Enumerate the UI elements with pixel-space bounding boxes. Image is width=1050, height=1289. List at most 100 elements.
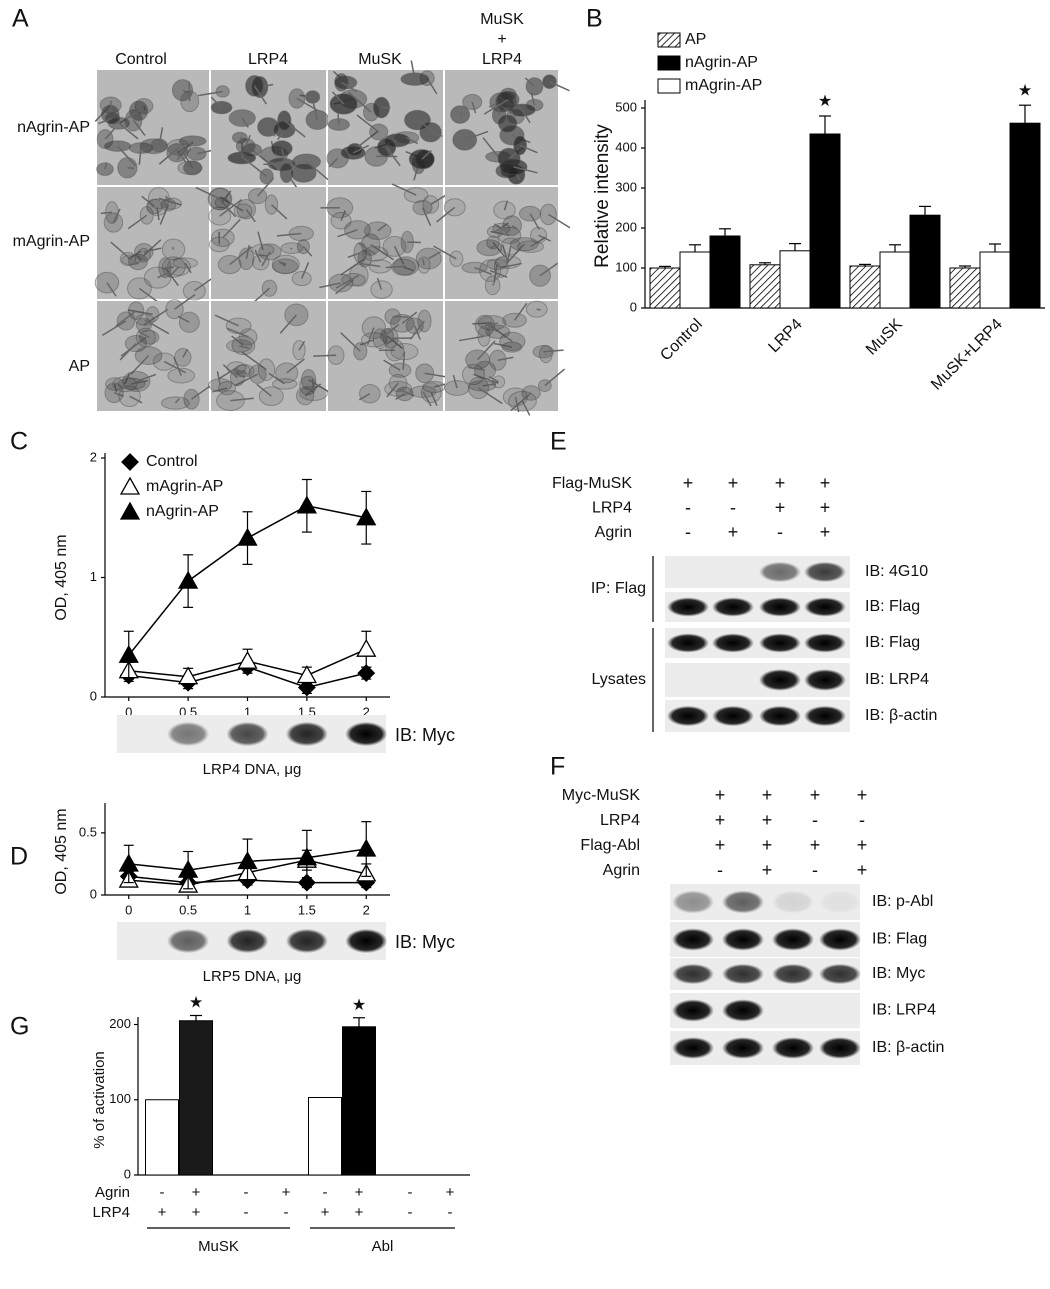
error-bar: [353, 1017, 365, 1027]
condition-sign: +: [857, 860, 868, 880]
band: [722, 890, 764, 914]
bar: [809, 133, 841, 309]
cell-process: [222, 218, 241, 239]
cell-process: [414, 325, 421, 340]
cell-process: [430, 392, 438, 407]
band: [285, 721, 328, 747]
cell-process: [524, 77, 536, 87]
cell-process: [331, 91, 345, 105]
cell-process: [511, 224, 518, 230]
cell-process: [359, 262, 381, 268]
cell-process: [299, 94, 313, 98]
column-label: Control: [115, 51, 167, 68]
blot-label: IB: Myc: [872, 965, 925, 982]
condition-sign: -: [284, 1204, 289, 1221]
cell-process: [328, 157, 339, 168]
cell-process: [428, 251, 441, 260]
legend-marker: [119, 501, 141, 520]
bar: [749, 264, 781, 309]
legend-label: Control: [146, 453, 198, 470]
cell-process: [118, 110, 140, 125]
condition-label: Flag-MuSK: [552, 475, 632, 492]
cell-process: [198, 90, 223, 97]
cell: [103, 140, 132, 152]
cell-process: [514, 396, 520, 413]
cell: [400, 72, 430, 86]
legend-swatch: [657, 78, 681, 94]
cell-process: [543, 349, 564, 353]
x-tick-label: 1: [244, 704, 251, 719]
cell: [160, 396, 190, 410]
cell-process: [358, 393, 371, 401]
cell-process: [104, 128, 116, 140]
condition-sign: +: [355, 1184, 364, 1201]
condition-sign: -: [730, 497, 736, 517]
cell-process: [358, 242, 376, 255]
cell: [530, 226, 548, 244]
band: [804, 633, 846, 653]
cell-process: [341, 81, 358, 93]
marker: [237, 527, 258, 546]
cell-process: [544, 368, 566, 387]
group-label: IP: Flag: [591, 580, 646, 597]
blot-label: IB: LRP4: [865, 671, 929, 688]
condition-sign: -: [812, 860, 818, 880]
column-label: LRP4: [482, 51, 522, 68]
legend-label: mAgrin-AP: [146, 478, 223, 495]
y-tick-label: 2: [90, 449, 97, 464]
x-axis-title: LRP4 DNA, μg: [203, 761, 302, 778]
cell-process: [219, 198, 243, 217]
cell-process: [493, 342, 513, 348]
band: [772, 890, 814, 914]
cell-process: [422, 391, 432, 407]
cell-process: [513, 166, 538, 174]
cell-process: [115, 310, 137, 327]
bar: [145, 1099, 179, 1176]
cell-process: [222, 364, 238, 379]
bar: [879, 251, 911, 309]
error-bar: [859, 263, 871, 266]
cell-process: [354, 130, 379, 150]
cell: [513, 135, 527, 156]
cell: [143, 266, 172, 289]
band: [804, 597, 846, 617]
y-axis-title: OD, 405 nm: [53, 808, 70, 894]
condition-sign: -: [448, 1204, 453, 1221]
cell-process: [127, 309, 153, 316]
cell-process: [477, 340, 496, 361]
y-tick-label: 500: [615, 99, 637, 114]
panel-letter: A: [12, 5, 29, 33]
cell: [382, 235, 407, 257]
cell: [208, 187, 233, 211]
cell-process: [337, 113, 340, 125]
cell-process: [295, 168, 304, 174]
row-label: AP: [69, 358, 90, 375]
cell-process: [118, 122, 139, 140]
cell-process: [236, 370, 245, 374]
blot-label: IB: Myc: [395, 725, 455, 745]
column-label: MuSK: [480, 11, 524, 28]
marker: [357, 664, 376, 683]
cell-process: [539, 262, 559, 277]
cell-process: [306, 161, 330, 182]
cell-process: [356, 114, 380, 133]
condition-label: Agrin: [95, 1184, 130, 1201]
significance-star: ★: [818, 93, 832, 110]
legend-swatch: [657, 55, 681, 71]
cell-process: [385, 146, 401, 167]
legend-label: mAgrin-AP: [685, 77, 762, 94]
condition-label: Agrin: [595, 524, 632, 541]
marker: [356, 638, 377, 657]
cell-process: [270, 204, 288, 220]
condition-sign: -: [859, 810, 865, 830]
column-label: LRP4: [248, 51, 288, 68]
cell-process: [489, 245, 498, 249]
error-bar: [1019, 104, 1031, 124]
band: [772, 928, 814, 951]
blot-label: IB: LRP4: [872, 1002, 936, 1019]
bar: [342, 1026, 376, 1176]
cell-process: [352, 144, 370, 154]
legend-label: nAgrin-AP: [685, 54, 758, 71]
cell-process: [482, 137, 499, 158]
